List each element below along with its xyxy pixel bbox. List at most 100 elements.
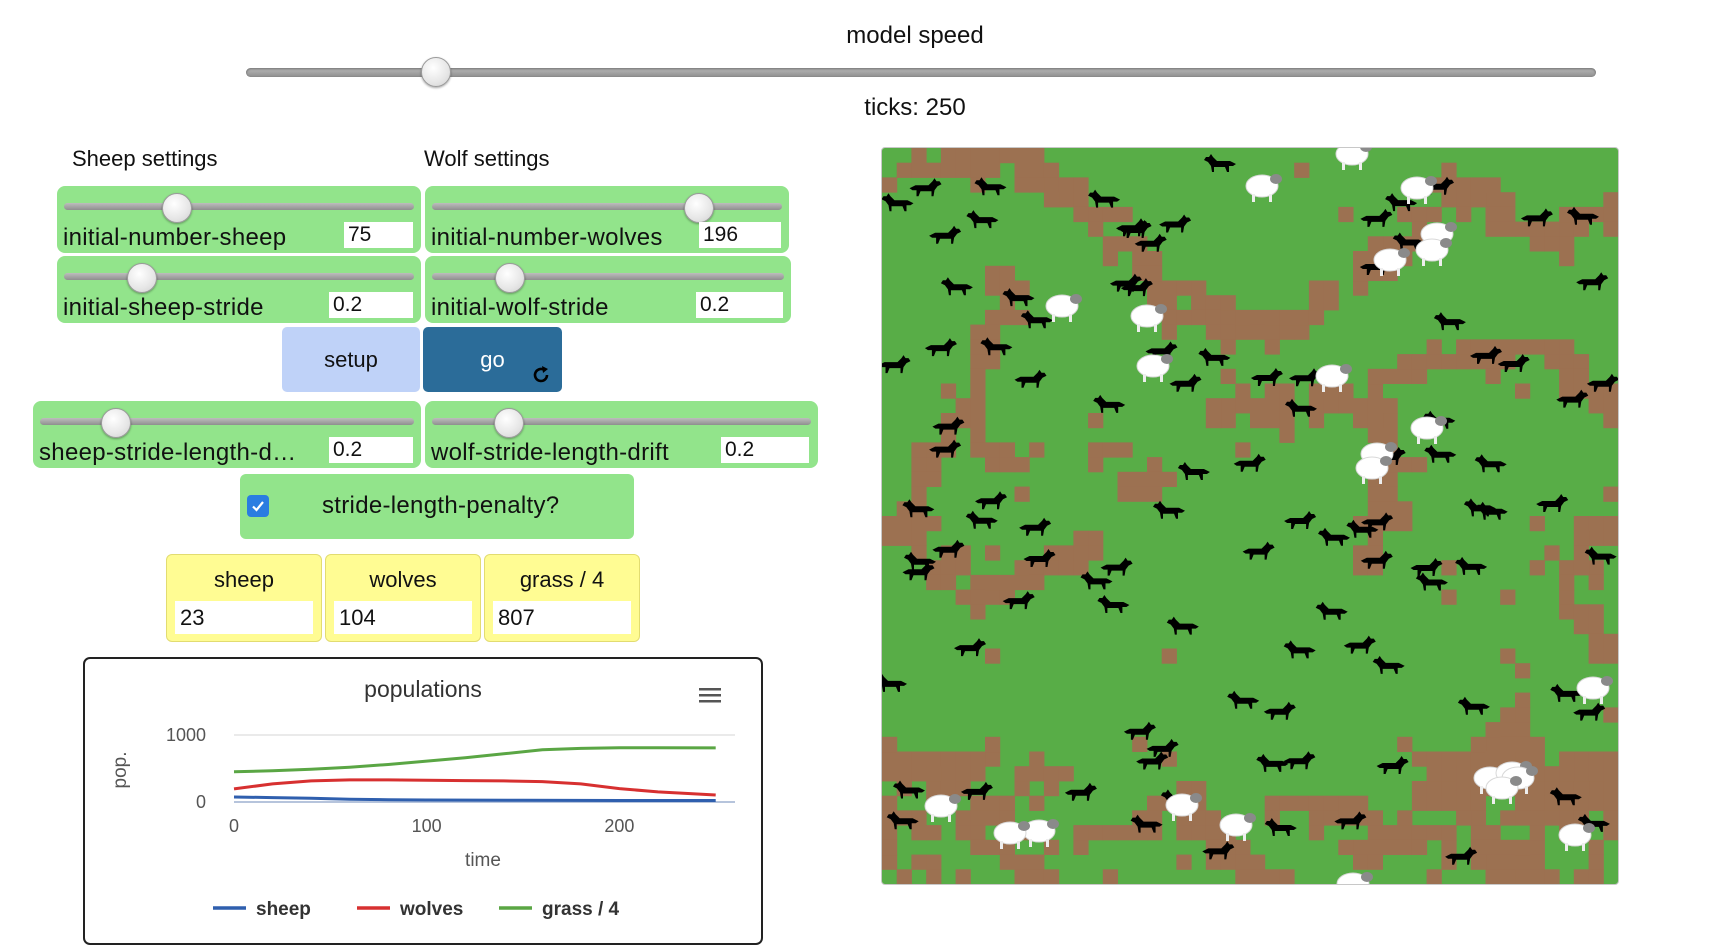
slider-label: wolf-stride-length-drift	[431, 439, 669, 466]
wolf-icon	[1536, 494, 1569, 512]
x-axis-label: time	[465, 850, 501, 871]
legend-entry[interactable]: sheep	[256, 899, 311, 920]
slider-value-field[interactable]: 75	[344, 222, 413, 248]
grass-monitor: grass / 4 807	[484, 554, 640, 642]
wolf-icon	[1242, 541, 1275, 560]
wolf-icon	[902, 499, 935, 518]
sheep-icon	[1355, 456, 1392, 484]
wolf-icon	[1445, 846, 1478, 865]
switch-label: stride-length-penalty?	[322, 492, 560, 519]
wolf-icon	[1256, 753, 1289, 772]
wolf-icon	[1014, 369, 1047, 388]
monitor-value: 23	[175, 601, 313, 634]
wolf-icon	[1520, 208, 1553, 227]
wolf-stride-length-drift-slider[interactable]: wolf-stride-length-drift 0.2	[425, 401, 818, 468]
go-button-label: go	[480, 346, 505, 372]
wolf-icon	[954, 638, 986, 657]
wolf-icon	[1360, 208, 1393, 227]
wolf-icon	[1093, 394, 1126, 413]
model-speed-handle[interactable]	[421, 57, 451, 87]
setup-button[interactable]: setup	[282, 327, 420, 392]
wolf-icon	[940, 277, 973, 296]
slider-handle[interactable]	[684, 193, 714, 223]
wolf-icon	[1318, 527, 1350, 546]
wolf-icon	[1415, 572, 1448, 591]
wolf-icon	[1250, 368, 1283, 386]
wolf-icon	[929, 225, 962, 244]
wolf-icon	[1120, 278, 1153, 297]
slider-handle[interactable]	[162, 193, 192, 223]
chart-menu-icon[interactable]	[699, 688, 721, 703]
sheep-icon	[1373, 248, 1410, 276]
wolf-icon	[1470, 345, 1502, 364]
world-view[interactable]	[881, 147, 1619, 885]
series-line-wolves	[233, 778, 716, 797]
world-canvas[interactable]	[882, 148, 1618, 884]
stride-length-penalty-switch[interactable]: stride-length-penalty?	[240, 474, 634, 539]
ticks-counter: ticks: 250	[864, 94, 966, 121]
wolf-icon	[1550, 683, 1583, 702]
y-tick-label: 1000	[166, 725, 206, 745]
slider-label: initial-sheep-stride	[63, 294, 264, 321]
setup-button-label: setup	[324, 346, 378, 372]
slider-handle[interactable]	[495, 263, 526, 293]
wolf-icon	[1576, 272, 1609, 291]
wolf-icon	[1023, 549, 1056, 567]
sheep-stride-length-drift-slider[interactable]: sheep-stride-length-d… 0.2	[33, 401, 421, 468]
checkbox-checked-icon[interactable]	[247, 495, 269, 517]
wolf-icon	[1088, 189, 1121, 208]
wolf-icon	[1020, 310, 1053, 329]
wolf-icon	[1283, 640, 1316, 659]
wolf-icon	[882, 193, 914, 212]
wolf-icon	[1198, 347, 1231, 366]
wolf-icon	[1100, 557, 1133, 576]
model-speed-slider[interactable]	[246, 68, 1596, 77]
sheep-icon	[1335, 148, 1372, 170]
wolf-icon	[1123, 721, 1156, 740]
wolf-icon	[1285, 398, 1317, 417]
wolf-icon	[1146, 738, 1179, 757]
wolf-icon	[909, 178, 942, 197]
legend-entry[interactable]: wolves	[399, 899, 463, 920]
wolf-icon	[1410, 558, 1443, 576]
slider-value-field[interactable]: 196	[699, 222, 781, 248]
populations-plot: populations pop. time 0 1000 0 100 200 sheep…	[83, 657, 763, 945]
slider-label: initial-number-wolves	[431, 224, 663, 251]
wolf-icon	[1424, 444, 1457, 463]
wolf-icon	[974, 177, 1007, 196]
go-button[interactable]: go	[423, 327, 562, 392]
x-tick-label: 0	[229, 816, 239, 836]
initial-sheep-stride-slider[interactable]: initial-sheep-stride 0.2	[57, 256, 421, 323]
wolf-icon	[975, 491, 1007, 510]
slider-value-field[interactable]: 0.2	[329, 292, 413, 318]
forever-loop-icon	[533, 366, 549, 383]
slider-handle[interactable]	[100, 408, 131, 438]
slider-handle[interactable]	[127, 263, 157, 293]
wolf-icon	[980, 337, 1013, 356]
legend-entry[interactable]: grass / 4	[542, 899, 620, 920]
initial-number-sheep-slider[interactable]: initial-number-sheep 75	[57, 186, 421, 253]
monitor-label: wolves	[369, 567, 437, 592]
wolf-icon	[1556, 389, 1589, 408]
wolf-icon	[1586, 373, 1618, 392]
wolf-icon	[1346, 519, 1379, 538]
slider-value-field[interactable]: 0.2	[721, 437, 809, 463]
slider-value-field[interactable]: 0.2	[696, 292, 783, 318]
wolf-icon	[1134, 233, 1167, 252]
wolf-icon	[1204, 154, 1236, 172]
slider-value-field[interactable]: 0.2	[329, 437, 413, 463]
sheep-icon	[1245, 174, 1282, 202]
wolf-icon	[1169, 373, 1202, 392]
initial-number-wolves-slider[interactable]: initial-number-wolves 196	[425, 186, 789, 253]
wolf-icon	[1159, 214, 1192, 233]
slider-handle[interactable]	[493, 408, 524, 438]
wolf-icon	[1002, 591, 1035, 610]
sheep-icon	[1336, 872, 1373, 884]
sheep-icon	[1558, 823, 1595, 851]
wolf-icon	[1136, 751, 1169, 770]
wolf-icon	[1289, 368, 1321, 387]
wolf-icon	[1433, 312, 1466, 331]
initial-wolf-stride-slider[interactable]: initial-wolf-stride 0.2	[425, 256, 791, 323]
wolf-icon	[1019, 517, 1052, 536]
wolf-icon	[1315, 601, 1348, 620]
